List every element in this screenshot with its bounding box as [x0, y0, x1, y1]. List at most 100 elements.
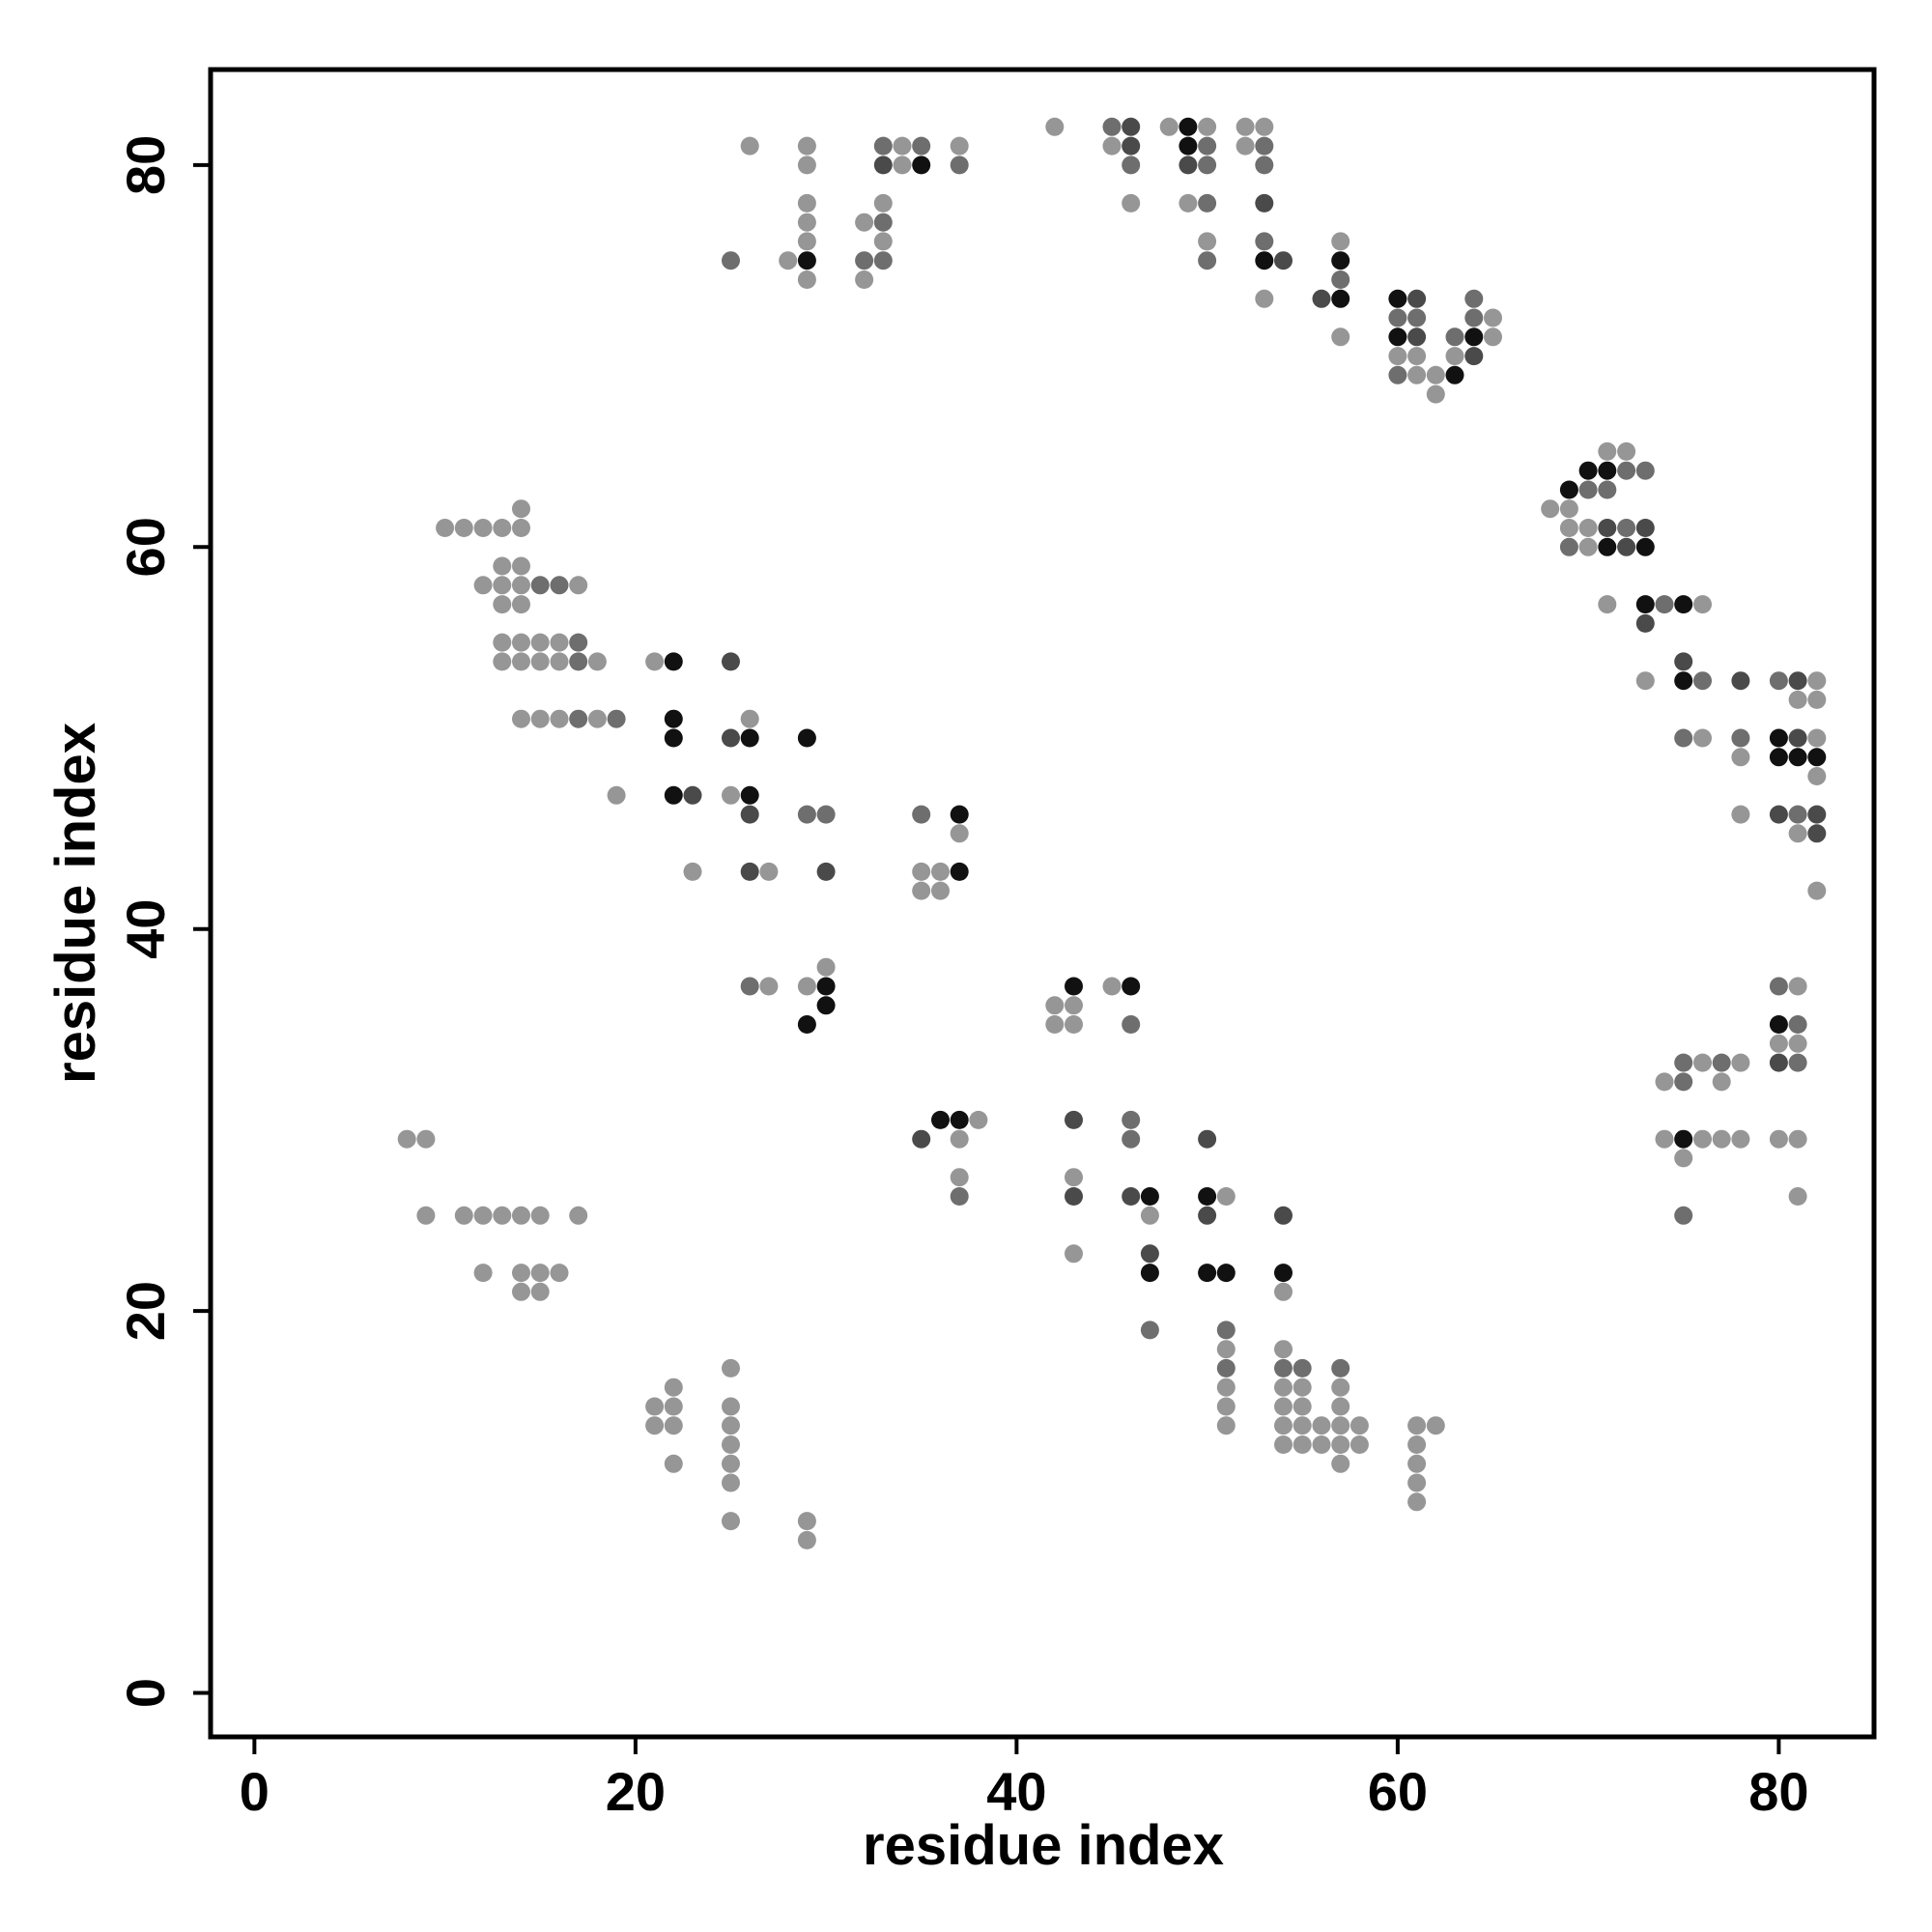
contact-point	[722, 1512, 740, 1531]
contact-point	[645, 1397, 665, 1416]
contact-point	[1445, 347, 1464, 366]
contact-point	[1388, 365, 1407, 384]
contact-point	[1045, 996, 1065, 1015]
contact-point	[416, 1129, 436, 1149]
contact-point	[1122, 1129, 1141, 1149]
contact-point	[1407, 1492, 1427, 1512]
contact-point	[1635, 613, 1655, 633]
contact-point	[1655, 1072, 1674, 1092]
contact-point	[1445, 365, 1464, 384]
contact-point	[512, 576, 530, 595]
contact-point	[664, 728, 683, 748]
contact-point	[1216, 1187, 1236, 1206]
contact-point	[1179, 193, 1198, 213]
contact-point	[797, 270, 816, 289]
points-layer	[397, 117, 1827, 1549]
contact-point	[722, 785, 740, 805]
contact-point	[740, 709, 759, 728]
contact-point	[550, 633, 569, 652]
contact-point	[1198, 117, 1217, 136]
contact-point	[1198, 1206, 1217, 1225]
contact-point	[1198, 156, 1217, 175]
contact-point	[1065, 1015, 1083, 1034]
contact-point	[1407, 1454, 1427, 1473]
contact-point	[1674, 1053, 1693, 1072]
contact-point	[797, 1512, 816, 1531]
contact-point	[1578, 480, 1598, 499]
contact-point	[664, 709, 683, 728]
contact-point	[797, 977, 816, 996]
contact-point	[950, 1129, 969, 1149]
contact-point	[645, 652, 665, 671]
contact-point	[797, 156, 816, 175]
contact-point	[1655, 595, 1674, 614]
contact-point	[1769, 805, 1788, 824]
contact-point	[530, 652, 550, 671]
contact-point	[1140, 1244, 1159, 1264]
contact-point	[664, 1416, 683, 1435]
contact-point	[1693, 1053, 1712, 1072]
x-tick-label: 60	[1368, 1761, 1428, 1822]
contact-point	[1274, 1282, 1293, 1301]
y-tick-label: 60	[115, 517, 176, 577]
contact-point	[1484, 327, 1502, 347]
contact-point	[1731, 805, 1750, 824]
contact-point	[1559, 537, 1578, 556]
contact-point	[1293, 1378, 1312, 1397]
contact-point	[1788, 1129, 1807, 1149]
contact-point	[1274, 1416, 1293, 1435]
contact-point	[1674, 1072, 1693, 1092]
contact-point	[779, 251, 798, 270]
contact-point	[912, 881, 931, 900]
contact-point	[436, 519, 455, 537]
y-axis-title: residue index	[44, 723, 107, 1084]
contact-point	[1731, 1129, 1750, 1149]
contact-point	[1769, 1053, 1788, 1072]
contact-point	[512, 519, 530, 537]
contact-point	[1331, 289, 1350, 308]
contact-point	[1198, 1264, 1217, 1283]
contact-point	[816, 862, 836, 881]
contact-point	[1407, 347, 1427, 366]
contact-point	[873, 213, 893, 232]
contact-point	[1788, 748, 1807, 767]
contact-point	[912, 862, 931, 881]
contact-point	[1674, 652, 1693, 671]
contact-point	[950, 156, 969, 175]
contact-point	[1216, 1378, 1236, 1397]
contact-point	[1426, 1416, 1445, 1435]
contact-point	[530, 633, 550, 652]
contact-point	[1331, 232, 1350, 251]
contact-point	[1788, 1053, 1807, 1072]
contact-point	[1407, 289, 1427, 308]
contact-point	[530, 1264, 550, 1283]
contact-point	[530, 1282, 550, 1301]
contact-point	[1312, 1416, 1331, 1435]
contact-point	[1617, 461, 1636, 480]
contact-point	[1065, 1168, 1083, 1187]
contact-point	[873, 232, 893, 251]
y-tick-label: 20	[115, 1281, 176, 1341]
contact-point	[1655, 1129, 1674, 1149]
contact-point	[1674, 728, 1693, 748]
contact-point	[950, 805, 969, 824]
contact-point	[1179, 136, 1198, 156]
contact-point	[1274, 251, 1293, 270]
contact-point	[569, 633, 588, 652]
contact-point	[512, 1264, 530, 1283]
contact-point	[1807, 671, 1827, 691]
contact-point	[1388, 308, 1407, 327]
contact-point	[1693, 595, 1712, 614]
contact-point	[1122, 1187, 1141, 1206]
contact-point	[512, 499, 530, 519]
contact-point	[1484, 308, 1502, 327]
contact-point	[550, 1264, 569, 1283]
contact-point	[1065, 1110, 1083, 1129]
contact-point	[1236, 117, 1255, 136]
contact-point	[1293, 1358, 1312, 1378]
contact-point	[493, 556, 512, 576]
contact-point	[1731, 728, 1750, 748]
contact-point	[1559, 499, 1578, 519]
contact-point	[931, 881, 950, 900]
